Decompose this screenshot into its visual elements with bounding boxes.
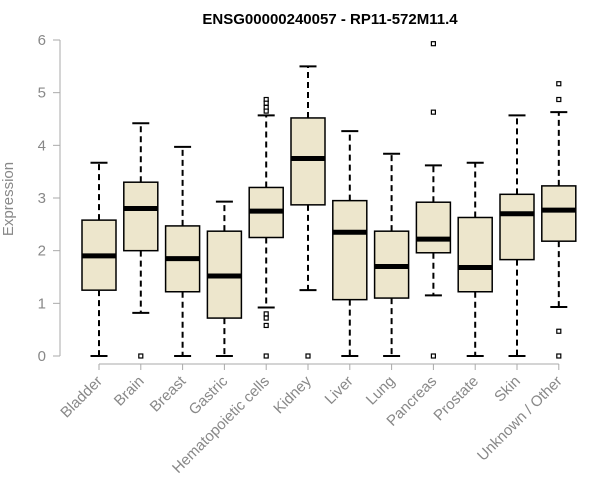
box-liver: [332, 130, 368, 357]
outlier-point: [263, 315, 269, 321]
outlier-point: [556, 96, 562, 103]
outlier-point: [430, 353, 436, 359]
box-iqr: [290, 117, 326, 206]
y-axis-label: Expression: [0, 162, 17, 236]
outlier-point: [305, 353, 311, 359]
box-gastric: [206, 200, 243, 357]
outlier-point: [263, 311, 269, 317]
y-tick-label: 4: [38, 137, 46, 154]
box-iqr: [332, 199, 368, 301]
box-kidney: [290, 65, 326, 359]
box-unknown-other: [541, 81, 577, 359]
chart-title: ENSG00000240057 - RP11-572M11.4: [202, 11, 458, 28]
box-iqr: [415, 201, 452, 254]
outlier-point: [556, 353, 562, 359]
y-axis: 0 1 2 3 4 5 6: [38, 32, 61, 365]
box-iqr: [541, 185, 577, 242]
box-pancreas: [415, 41, 452, 359]
y-tick-label: 3: [38, 190, 46, 207]
x-tick-label: Lung: [363, 373, 399, 409]
x-tick-label: Brain: [111, 373, 148, 410]
outlier-point: [556, 328, 562, 334]
outlier-point: [263, 353, 269, 359]
box-iqr: [499, 193, 535, 261]
outlier-point: [263, 100, 269, 106]
y-tick-label: 1: [38, 295, 46, 312]
box-iqr: [457, 216, 493, 293]
x-tick-label: Breast: [147, 372, 190, 415]
outlier-point: [556, 81, 562, 87]
box-prostate: [457, 161, 493, 357]
box-breast: [164, 145, 201, 357]
outlier-point: [263, 322, 269, 329]
box-lung: [373, 152, 410, 357]
box-bladder: [81, 161, 117, 357]
y-tick-label: 0: [38, 348, 46, 365]
x-tick-label: Kidney: [270, 372, 315, 417]
x-tick-label: Skin: [491, 373, 524, 406]
box-skin: [499, 114, 535, 357]
box-hematopoietic-cells: [248, 96, 284, 359]
boxplot-series: [81, 41, 577, 359]
y-tick-label: 2: [38, 243, 46, 260]
x-tick-label: Prostate: [430, 373, 482, 425]
x-tick-label: Liver: [322, 373, 357, 408]
y-tick-label: 5: [38, 85, 46, 102]
outlier-point: [430, 109, 436, 115]
outlier-point: [430, 41, 436, 47]
outlier-point: [138, 353, 144, 359]
x-tick-label: Bladder: [57, 373, 106, 422]
outlier-point: [263, 108, 269, 114]
box-iqr: [123, 181, 159, 252]
box-brain: [123, 122, 159, 359]
y-tick-label: 6: [38, 32, 46, 49]
